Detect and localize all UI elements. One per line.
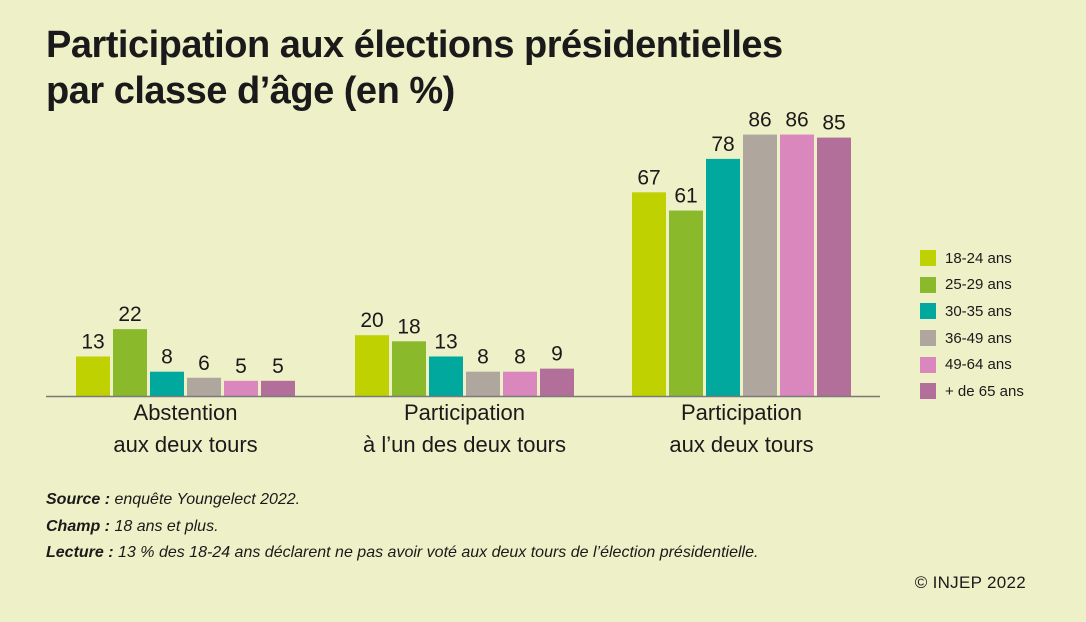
bar-1-1 [76, 356, 110, 396]
bar-3-5 [780, 134, 814, 396]
legend-label: 30-35 ans [945, 302, 1012, 320]
bar-1-3 [150, 371, 184, 396]
bar-value-label: 8 [477, 346, 489, 369]
legend-swatch [920, 330, 936, 347]
bar-value-label: 61 [674, 185, 697, 208]
chart-title-line-2: par classe d’âge (en %) [46, 70, 455, 112]
bar-3-2 [669, 210, 703, 396]
bar-2-5 [503, 371, 537, 396]
legend-label: 18-24 ans [945, 249, 1012, 267]
bar-value-label: 13 [81, 330, 104, 353]
footnote-lecture: Lecture : 13 % des 18-24 ans déclarent n… [46, 544, 759, 561]
chart-title-line-1: Participation aux élections présidentiel… [46, 24, 783, 66]
bar-1-6 [261, 380, 295, 396]
bar-value-label: 85 [822, 112, 845, 135]
bar-value-label: 8 [161, 346, 173, 369]
category-label: Participation [404, 400, 525, 425]
bar-3-4 [743, 134, 777, 396]
copyright: © INJEP 2022 [914, 573, 1026, 592]
legend-label: 25-29 ans [945, 276, 1012, 294]
legend-swatch [920, 250, 936, 267]
bar-value-label: 6 [198, 352, 210, 375]
legend-item: 25-29 ans [920, 272, 1024, 299]
footnote-source: Source : enquête Youngelect 2022. [46, 491, 301, 508]
legend-item: 30-35 ans [920, 298, 1024, 325]
bar-value-label: 5 [272, 355, 284, 378]
category-label: Participation [681, 400, 802, 425]
bar-1-4 [187, 377, 221, 396]
bar-value-label: 5 [235, 355, 247, 378]
bar-value-label: 20 [360, 309, 383, 332]
bar-2-4 [466, 371, 500, 396]
legend-item: 49-64 ans [920, 351, 1024, 378]
legend-item: + de 65 ans [920, 378, 1024, 405]
category-label: aux deux tours [113, 432, 257, 457]
bar-3-3 [706, 158, 740, 396]
legend-label: + de 65 ans [945, 382, 1024, 400]
bar-3-6 [817, 137, 851, 396]
footnotes: Source : enquête Youngelect 2022. Champ … [46, 487, 758, 567]
category-label: à l’un des deux tours [363, 432, 566, 457]
legend-label: 36-49 ans [945, 329, 1012, 347]
bar-2-6 [540, 368, 574, 396]
legend-swatch [920, 383, 936, 400]
bar-value-label: 67 [637, 166, 660, 189]
bar-value-label: 86 [748, 109, 771, 132]
bar-2-3 [429, 356, 463, 396]
bar-value-label: 13 [434, 330, 457, 353]
bar-2-1 [355, 335, 389, 396]
legend-label: 49-64 ans [945, 356, 1012, 374]
legend-swatch [920, 356, 936, 373]
category-label: aux deux tours [669, 432, 813, 457]
bar-value-label: 22 [118, 303, 141, 326]
bar-3-1 [632, 192, 666, 396]
legend-item: 18-24 ans [920, 245, 1024, 272]
bar-value-label: 18 [397, 315, 420, 338]
chart-legend: 18-24 ans 25-29 ans 30-35 ans 36-49 ans 49-6… [920, 245, 1024, 405]
category-label: Abstention [134, 400, 238, 425]
legend-swatch [920, 276, 936, 293]
bar-value-label: 86 [785, 109, 808, 132]
bar-value-label: 8 [514, 346, 526, 369]
bar-value-label: 9 [551, 343, 563, 366]
legend-swatch [920, 303, 936, 320]
bar-1-5 [224, 380, 258, 396]
bar-1-2 [113, 329, 147, 396]
footnote-champ: Champ : 18 ans et plus. [46, 517, 219, 535]
bar-2-2 [392, 341, 426, 396]
chart-title: Participation aux élections présidentiel… [46, 22, 783, 114]
legend-item: 36-49 ans [920, 325, 1024, 352]
bar-value-label: 78 [711, 133, 734, 156]
